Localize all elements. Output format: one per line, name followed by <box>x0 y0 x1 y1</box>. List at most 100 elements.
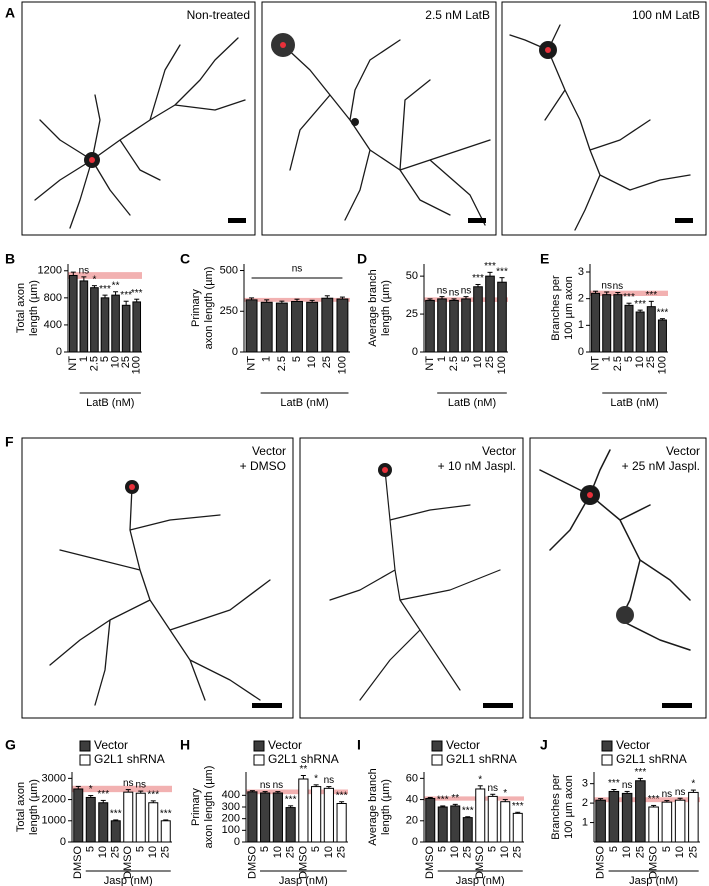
y-tick-label: 250 <box>220 305 238 317</box>
x-axis-label: LatB (nM) <box>448 397 496 409</box>
significance-label: *** <box>512 801 524 812</box>
x-axis-label: Jasp (nM) <box>629 875 678 886</box>
x-axis-label: Jasp (nM) <box>279 875 328 886</box>
panel-letter: I <box>357 737 361 753</box>
x-tick-label: 5 <box>661 846 673 852</box>
x-tick-label: 10 <box>323 846 335 858</box>
bar <box>260 301 273 353</box>
significance-label: * <box>92 274 96 285</box>
y-axis-label: axon length (µm) <box>203 766 215 849</box>
legend-label: G2L1 shRNA <box>94 752 165 766</box>
y-tick-label: 20 <box>406 815 418 827</box>
x-tick-label: 5 <box>623 356 635 362</box>
significance-label: ** <box>299 764 307 775</box>
x-axis-label: LatB (nM) <box>280 397 328 409</box>
bar <box>500 801 511 843</box>
y-axis-label: Total axon <box>15 782 27 832</box>
x-tick-label: 25 <box>512 846 524 858</box>
y-tick-label: 400 <box>44 319 62 331</box>
micrograph: 2.5 nM LatB <box>261 1 497 236</box>
bar <box>306 301 319 353</box>
x-tick-label: 1 <box>436 356 448 362</box>
bar <box>602 294 612 353</box>
significance-label: ns <box>449 288 460 299</box>
y-tick-label: 1200 <box>38 265 62 277</box>
bar <box>275 302 288 353</box>
x-tick-label: 25 <box>285 846 297 858</box>
panel-letter: J <box>540 737 548 753</box>
y-axis-label: 100 µm axon <box>563 276 575 340</box>
significance-label: ns <box>260 780 271 791</box>
micrograph: Vector + 10 nM Jaspl. <box>299 437 524 719</box>
x-tick-label: 2.5 <box>448 356 460 371</box>
reference-band <box>590 290 668 296</box>
bar <box>661 801 673 843</box>
y-tick-label: 0 <box>56 346 62 358</box>
y-tick-label: 0 <box>232 346 238 358</box>
legend-label: G2L1 shRNA <box>616 752 687 766</box>
bar <box>450 805 461 843</box>
y-tick-label: 100 <box>222 824 240 836</box>
significance-label: ns <box>292 264 303 275</box>
significance-label: ns <box>675 787 686 798</box>
reference-band <box>246 789 348 795</box>
x-tick-label: DMSO <box>72 846 84 879</box>
legend-label: Vector <box>268 738 302 752</box>
significance-label: *** <box>131 288 143 299</box>
x-tick-label: 5 <box>437 846 449 852</box>
reference-band <box>72 785 172 793</box>
x-axis-label: Jasp (nM) <box>456 875 505 886</box>
y-tick-label: 3000 <box>42 772 66 784</box>
y-tick-label: 2 <box>582 797 588 809</box>
bar <box>497 281 507 353</box>
significance-label: ns <box>662 789 673 800</box>
y-axis-label: Average branch <box>367 768 379 845</box>
y-tick-label: 3 <box>578 266 584 278</box>
x-tick-label: 10 <box>147 846 159 858</box>
y-axis-label: 100 µm axon <box>563 775 575 839</box>
y-axis-label: length (µm) <box>380 280 392 336</box>
bar <box>285 807 296 843</box>
x-tick-label: 5 <box>135 846 147 852</box>
image-caption: 100 nM LatB <box>632 8 700 22</box>
bar <box>461 298 471 353</box>
x-tick-label: 25 <box>645 356 657 368</box>
legend-label: Vector <box>94 738 128 752</box>
y-axis-label: Branches per <box>550 275 562 341</box>
x-tick-label: 25 <box>634 846 646 858</box>
bar <box>449 299 459 353</box>
bar <box>111 294 120 353</box>
x-tick-label: 5 <box>85 846 97 852</box>
significance-label: *** <box>657 307 669 318</box>
x-tick-label: 1 <box>601 356 613 362</box>
bar <box>321 297 334 353</box>
y-axis-label: axon length (µm) <box>203 267 215 350</box>
y-tick-label: 40 <box>406 793 418 805</box>
y-tick-label: 0 <box>234 836 240 848</box>
bar <box>462 817 473 843</box>
bar <box>160 820 171 843</box>
bar <box>323 787 334 843</box>
significance-label: ns <box>79 266 90 277</box>
x-tick-label: 2.5 <box>276 356 288 371</box>
image-caption: Vector <box>252 444 286 458</box>
significance-label: ** <box>112 280 120 291</box>
bar <box>608 790 620 843</box>
bar <box>657 319 667 353</box>
panel-letter: A <box>5 5 15 21</box>
significance-label: ns <box>461 285 472 296</box>
bar <box>336 803 347 843</box>
significance-label: ns <box>324 775 335 786</box>
x-tick-label: 10 <box>499 846 511 858</box>
x-tick-label: 10 <box>621 846 633 858</box>
panel-letter: F <box>5 434 14 450</box>
x-tick-label: 25 <box>336 846 348 858</box>
y-axis-label: Average branch <box>367 269 379 346</box>
bar <box>272 792 283 843</box>
x-tick-label: 2.5 <box>88 356 100 371</box>
x-tick-label: 10 <box>109 356 121 368</box>
legend-label: Vector <box>616 738 650 752</box>
x-tick-label: 5 <box>259 846 271 852</box>
bar <box>260 792 271 843</box>
x-tick-label: 5 <box>291 356 303 362</box>
